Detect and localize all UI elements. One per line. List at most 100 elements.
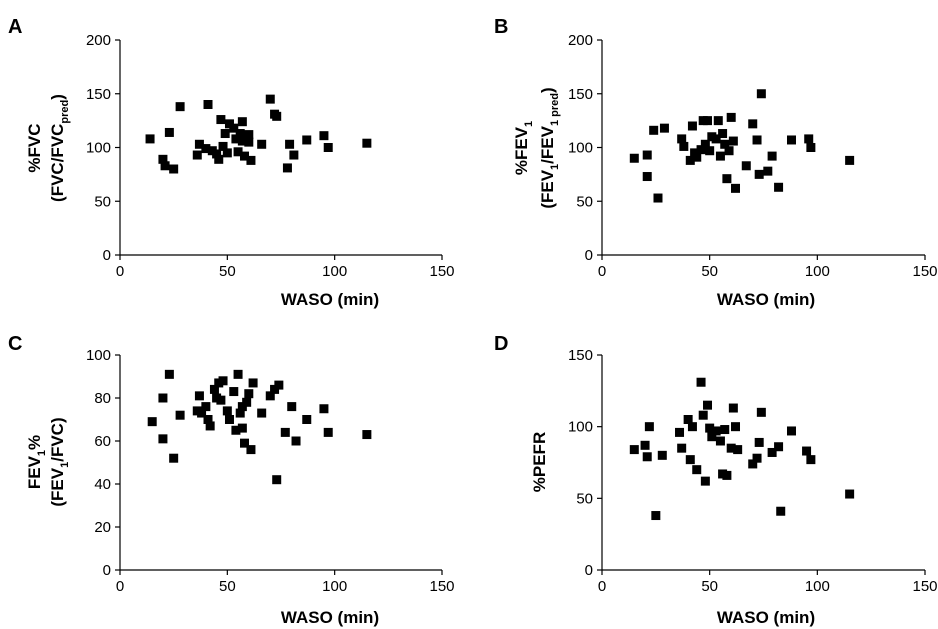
data-point [728, 136, 738, 146]
data-point [698, 410, 708, 420]
data-point [160, 161, 170, 171]
data-point [274, 380, 284, 390]
data-point [733, 445, 743, 455]
data-point [659, 123, 669, 133]
data-point [280, 427, 290, 437]
data-point [703, 116, 713, 126]
x-tick-label: 150 [429, 578, 454, 595]
y-tick-label: 150 [86, 86, 111, 103]
panel-c: C WASO (min) FEV1% (FEV1/FVC) 0 20 40 60 80 1… [8, 333, 455, 627]
data-point [687, 121, 697, 131]
y-tick-label: 80 [94, 390, 111, 407]
data-point [169, 453, 179, 463]
data-point [806, 143, 816, 152]
data-point [240, 151, 250, 161]
y-axis-title-line1: %FVC [25, 123, 44, 172]
data-point [786, 426, 796, 436]
plot-area: 0 20 40 60 80 100 0 50 100 150 [86, 347, 455, 595]
data-point [218, 141, 228, 151]
data-point [282, 163, 292, 173]
data-point [774, 182, 784, 192]
y-tick-label: 200 [568, 32, 593, 49]
data-point [685, 455, 695, 465]
data-point [287, 402, 297, 412]
data-point [197, 408, 207, 418]
data-point [649, 125, 659, 135]
data-point [222, 148, 232, 158]
data-point [194, 391, 204, 401]
data-point [692, 152, 702, 162]
data-point [685, 155, 695, 165]
data-point [224, 415, 234, 424]
data-point [767, 447, 777, 457]
plot-area: 0 50 100 150 0 50 100 150 [568, 347, 938, 595]
data-point [711, 134, 721, 144]
y-tick-label: 100 [86, 347, 111, 364]
data-point [728, 403, 738, 413]
data-point [272, 475, 282, 485]
data-point [240, 438, 250, 448]
panel-b: B WASO (min) %FEV1 (FEV1/FEV1 pred) 0 50 1… [494, 16, 938, 309]
data-point [715, 151, 725, 161]
x-tick-label: 50 [701, 578, 718, 595]
y-tick-label: 20 [94, 519, 111, 536]
y-axis-title-line2: (FVC/FVCpred) [48, 94, 71, 202]
data-point [731, 183, 741, 193]
data-point [677, 443, 687, 453]
data-point [323, 427, 333, 437]
data-point [158, 434, 168, 444]
data-point [216, 115, 226, 125]
data-point [703, 400, 713, 410]
data-point [244, 137, 254, 147]
x-tick-label: 50 [701, 263, 718, 280]
panel-letter: B [494, 16, 508, 38]
data-point [229, 387, 239, 397]
data-point [158, 393, 168, 403]
data-point [720, 139, 730, 149]
data-point [845, 489, 855, 499]
data-point [201, 144, 211, 154]
x-tick-label: 100 [322, 578, 347, 595]
data-point [323, 143, 333, 152]
data-point [845, 155, 855, 165]
data-point [237, 136, 247, 146]
data-point [722, 174, 732, 184]
data-point [175, 410, 185, 420]
data-point [752, 453, 762, 463]
data-point [265, 94, 275, 104]
panel-letter: D [494, 333, 508, 355]
data-point [683, 415, 693, 424]
data-point [235, 408, 245, 418]
data-point [257, 408, 267, 418]
data-point [640, 440, 650, 450]
x-tick-label: 100 [805, 578, 830, 595]
data-point [629, 445, 639, 455]
data-point [748, 119, 758, 129]
x-tick-label: 0 [116, 578, 124, 595]
data-point [319, 404, 329, 414]
data-point [696, 145, 706, 155]
data-point [705, 423, 715, 433]
data-point [687, 422, 697, 432]
x-axis-title: WASO (min) [717, 608, 815, 627]
data-point [748, 459, 758, 469]
x-tick-label: 150 [912, 578, 937, 595]
data-point [169, 164, 179, 174]
data-point [700, 476, 710, 486]
data-point [145, 134, 155, 144]
data-point [147, 417, 157, 427]
y-tick-label: 150 [568, 86, 593, 103]
y-tick-label: 0 [585, 247, 593, 264]
data-point [711, 426, 721, 436]
data-point [726, 112, 736, 122]
data-point [229, 123, 239, 133]
y-axis-title-line1: %FEV1 [512, 121, 535, 175]
data-point [644, 422, 654, 432]
data-point [754, 437, 764, 447]
data-point [362, 430, 372, 440]
data-point [696, 377, 706, 387]
data-point [718, 129, 728, 139]
data-point [242, 397, 252, 407]
data-point [804, 134, 814, 144]
